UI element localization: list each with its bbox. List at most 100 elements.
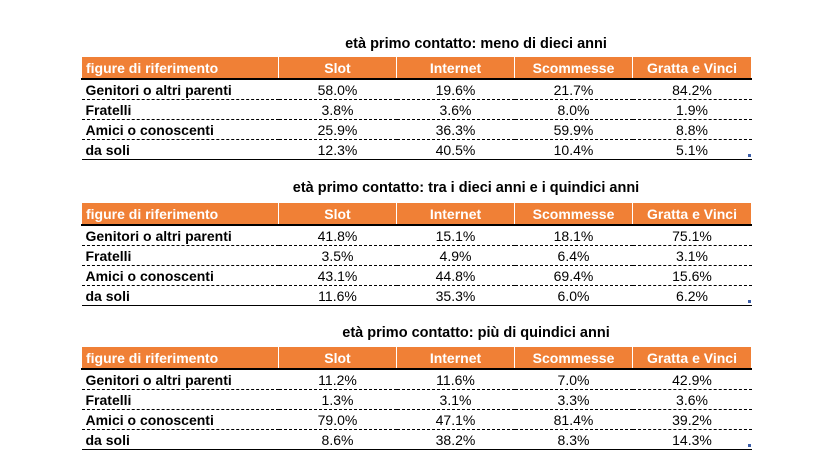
table-cell: 84.2% [632, 79, 752, 100]
table-cell: 35.3% [396, 285, 515, 306]
table-cell: 3.1% [396, 389, 515, 410]
column-header: Gratta e Vinci [632, 202, 752, 226]
table-row: Amici o conoscenti 25.9% 36.3% 59.9% 8.8… [81, 119, 752, 140]
table-cell: 36.3% [396, 119, 515, 140]
header-row: figure di riferimento Slot Internet Scom… [81, 202, 752, 226]
table-cell: 3.1% [632, 245, 752, 266]
table-row: Amici o conoscenti 79.0% 47.1% 81.4% 39.… [81, 409, 752, 430]
selection-corner-marker [748, 300, 751, 303]
column-header: Internet [396, 56, 515, 80]
table-cell: 38.2% [396, 429, 515, 450]
column-header: Slot [278, 56, 397, 80]
table-row: Fratelli 3.8% 3.6% 8.0% 1.9% [81, 99, 752, 120]
table-cell: 14.3% [632, 429, 752, 450]
table-cell: 8.6% [278, 429, 397, 450]
table-cell: 40.5% [396, 139, 515, 160]
table-cell: 3.6% [632, 389, 752, 410]
table-cell: 8.3% [514, 429, 633, 450]
table-cell: 8.8% [632, 119, 752, 140]
table-row: Amici o conoscenti 43.1% 44.8% 69.4% 15.… [81, 265, 752, 286]
table-cell: 12.3% [278, 139, 397, 160]
row-label: Genitori o altri parenti [81, 225, 279, 246]
table-cell: 4.9% [396, 245, 515, 266]
row-label: Fratelli [81, 389, 279, 410]
table-caption: età primo contatto: meno di dieci anni [345, 36, 607, 52]
data-table: figure di riferimento Slot Internet Scom… [81, 56, 752, 160]
table-cell: 5.1% [632, 139, 752, 160]
column-header: Slot [278, 346, 397, 370]
table-row: da soli 8.6% 38.2% 8.3% 14.3% [81, 429, 752, 450]
header-row: figure di riferimento Slot Internet Scom… [81, 56, 752, 80]
table-row: Fratelli 1.3% 3.1% 3.3% 3.6% [81, 389, 752, 410]
table-cell: 25.9% [278, 119, 397, 140]
row-label: Amici o conoscenti [81, 119, 279, 140]
selection-corner-marker [748, 154, 751, 157]
table-cell: 6.0% [514, 285, 633, 306]
column-header: figure di riferimento [81, 346, 279, 370]
table-caption: età primo contatto: tra i dieci anni e i… [292, 180, 640, 196]
table-cell: 6.2% [632, 285, 752, 306]
table-cell: 6.4% [514, 245, 633, 266]
table-cell: 58.0% [278, 79, 397, 100]
table-cell: 7.0% [514, 369, 633, 390]
selection-corner-marker [748, 444, 751, 447]
table-cell: 41.8% [278, 225, 397, 246]
table-cell: 75.1% [632, 225, 752, 246]
table-row: Genitori o altri parenti 11.2% 11.6% 7.0… [81, 369, 752, 390]
row-label: Amici o conoscenti [81, 265, 279, 286]
table-cell: 8.0% [514, 99, 633, 120]
table-cell: 42.9% [632, 369, 752, 390]
table-cell: 19.6% [396, 79, 515, 100]
table-block-2: età primo contatto: tra i dieci anni e i… [81, 180, 752, 306]
row-label: da soli [81, 139, 279, 160]
table-cell: 1.9% [632, 99, 752, 120]
column-header: Scommesse [514, 202, 633, 226]
table-cell: 79.0% [278, 409, 397, 430]
table-cell: 11.6% [396, 369, 515, 390]
table-cell: 3.5% [278, 245, 397, 266]
row-label: Fratelli [81, 99, 279, 120]
table-cell: 15.1% [396, 225, 515, 246]
row-label: Amici o conoscenti [81, 409, 279, 430]
column-header: Internet [396, 202, 515, 226]
table-cell: 3.8% [278, 99, 397, 120]
row-label: da soli [81, 285, 279, 306]
table-cell: 39.2% [632, 409, 752, 430]
header-row: figure di riferimento Slot Internet Scom… [81, 346, 752, 370]
table-cell: 47.1% [396, 409, 515, 430]
table-cell: 10.4% [514, 139, 633, 160]
column-header: Slot [278, 202, 397, 226]
table-cell: 59.9% [514, 119, 633, 140]
table-block-3: età primo contatto: più di quindici anni… [81, 325, 752, 451]
data-table: figure di riferimento Slot Internet Scom… [81, 346, 752, 450]
table-cell: 69.4% [514, 265, 633, 286]
table-row: Genitori o altri parenti 41.8% 15.1% 18.… [81, 225, 752, 246]
column-header: Gratta e Vinci [632, 56, 752, 80]
table-cell: 11.2% [278, 369, 397, 390]
data-table: figure di riferimento Slot Internet Scom… [81, 202, 752, 306]
table-cell: 3.3% [514, 389, 633, 410]
column-header: figure di riferimento [81, 56, 279, 80]
table-cell: 43.1% [278, 265, 397, 286]
column-header: Scommesse [514, 56, 633, 80]
column-header: Internet [396, 346, 515, 370]
table-row: Genitori o altri parenti 58.0% 19.6% 21.… [81, 79, 752, 100]
table-cell: 11.6% [278, 285, 397, 306]
column-header: Gratta e Vinci [632, 346, 752, 370]
table-cell: 44.8% [396, 265, 515, 286]
column-header: Scommesse [514, 346, 633, 370]
table-cell: 21.7% [514, 79, 633, 100]
table-cell: 15.6% [632, 265, 752, 286]
row-label: Genitori o altri parenti [81, 369, 279, 390]
row-label: Genitori o altri parenti [81, 79, 279, 100]
table-cell: 1.3% [278, 389, 397, 410]
table-caption: età primo contatto: più di quindici anni [342, 325, 610, 341]
table-cell: 81.4% [514, 409, 633, 430]
table-row: da soli 12.3% 40.5% 10.4% 5.1% [81, 139, 752, 160]
table-row: Fratelli 3.5% 4.9% 6.4% 3.1% [81, 245, 752, 266]
table-block-1: età primo contatto: meno di dieci anni f… [81, 36, 752, 162]
row-label: Fratelli [81, 245, 279, 266]
table-cell: 18.1% [514, 225, 633, 246]
column-header: figure di riferimento [81, 202, 279, 226]
table-cell: 3.6% [396, 99, 515, 120]
